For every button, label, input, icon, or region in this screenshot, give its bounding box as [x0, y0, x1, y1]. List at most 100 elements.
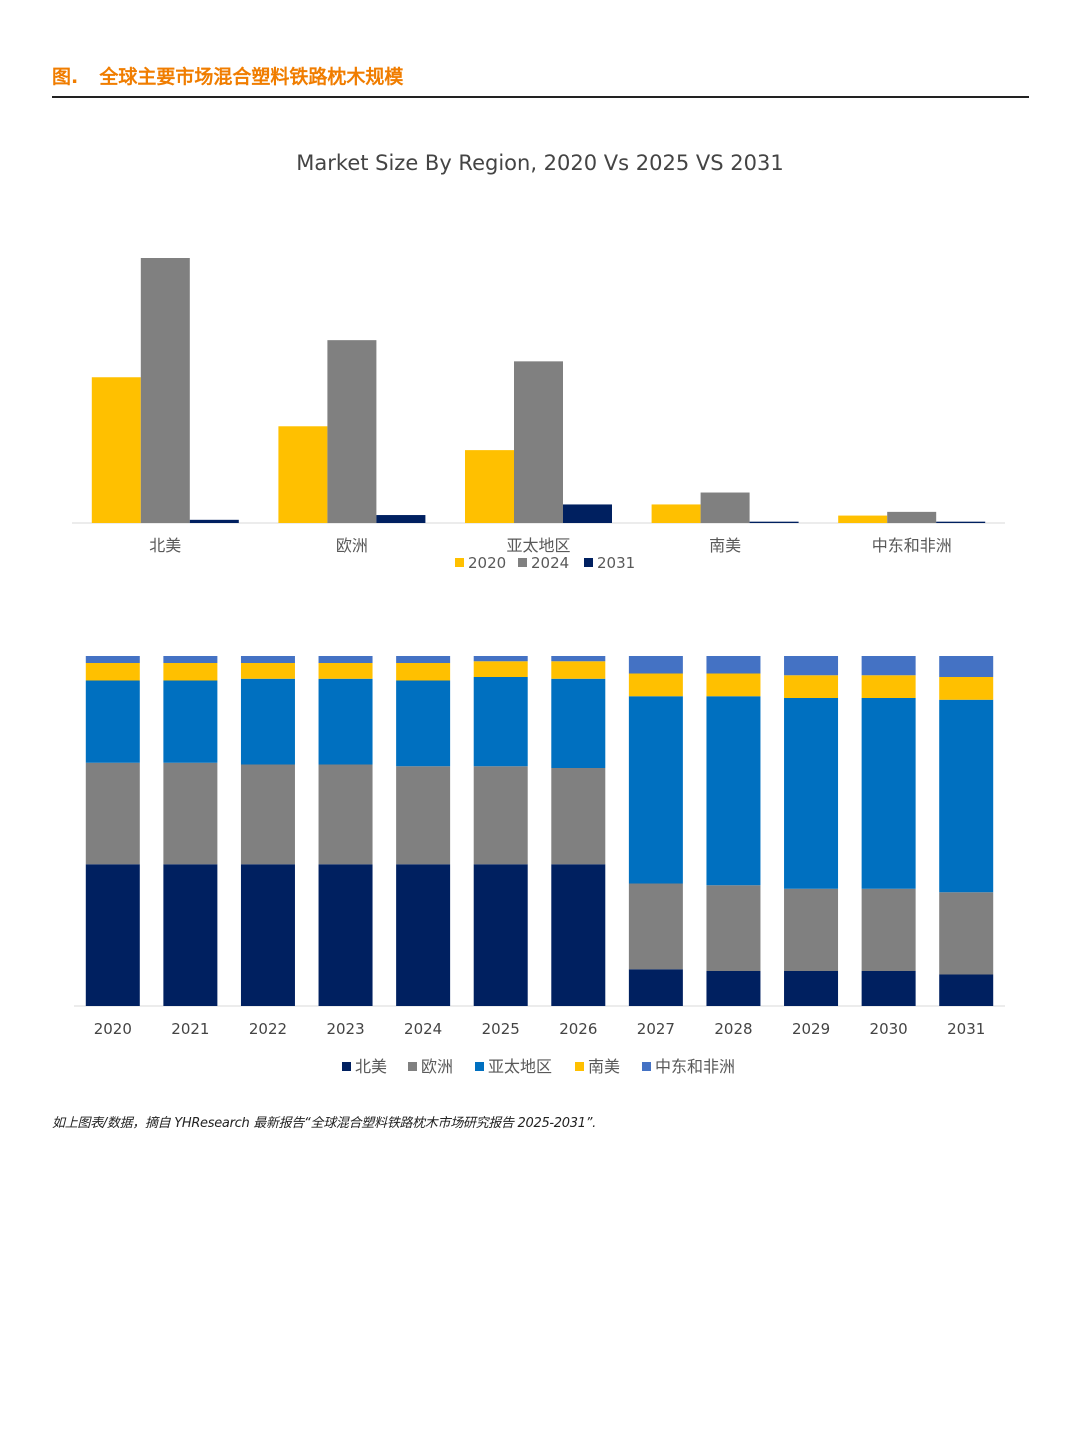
segment-北美-2031 [939, 974, 994, 1006]
segment-北美-2022 [240, 864, 295, 1006]
x-tick-label: 2030 [870, 1020, 908, 1038]
region-share-stacked-chart: 2020 2021 2022 2023 2024 2025 2026 2027 2028 2029… [74, 656, 1005, 1076]
segment-亚太地区-2024 [396, 680, 451, 767]
x-tick-label: 南美 [709, 536, 741, 555]
legend-label: 2024 [531, 554, 569, 572]
segment-欧洲-2024 [396, 766, 451, 865]
segment-南美-2020 [85, 663, 140, 681]
x-tick-label: 2031 [947, 1020, 985, 1038]
bar-2020-2 [465, 450, 514, 523]
segment-北美-2021 [163, 864, 218, 1006]
segment-欧洲-2031 [939, 892, 994, 975]
legend-swatch-2031 [584, 558, 593, 567]
segment-欧洲-2020 [85, 762, 140, 865]
segment-南美-2023 [318, 663, 373, 679]
segment-欧洲-2030 [861, 888, 916, 971]
segment-亚太地区-2028 [706, 696, 761, 886]
bar-2020-4 [838, 515, 888, 523]
bar-2020-1 [278, 426, 328, 523]
segment-北美-2024 [396, 864, 451, 1006]
segment-亚太地区-2026 [551, 678, 606, 768]
segment-北美-2030 [861, 971, 916, 1006]
legend-swatch-2024 [518, 558, 527, 567]
segment-亚太地区-2030 [861, 698, 916, 889]
bar-2024-4 [887, 511, 937, 523]
segment-中东和非洲-2022 [240, 656, 295, 663]
segment-中东和非洲-2031 [939, 656, 994, 677]
x-tick-label: 中东和非洲 [872, 536, 952, 555]
segment-欧洲-2021 [163, 762, 218, 865]
segment-中东和非洲-2020 [85, 656, 140, 663]
chart-title: Market Size By Region, 2020 Vs 2025 VS 2… [296, 151, 783, 175]
legend-label: 亚太地区 [488, 1057, 552, 1076]
segment-北美-2029 [784, 971, 839, 1006]
segment-南美-2029 [784, 675, 839, 698]
segment-北美-2026 [551, 864, 606, 1006]
figure-title: 全球主要市场混合塑料铁路枕木规模 [99, 66, 404, 88]
legend-swatch-南美 [575, 1062, 584, 1071]
legend-swatch-北美 [342, 1062, 351, 1071]
bar-2024-2 [514, 361, 563, 523]
segment-南美-2026 [551, 661, 606, 679]
segment-中东和非洲-2024 [396, 656, 451, 663]
segment-中东和非洲-2027 [628, 656, 683, 674]
legend-swatch-亚太地区 [475, 1062, 484, 1071]
x-tick-label: 2026 [559, 1020, 597, 1038]
segment-亚太地区-2021 [163, 680, 218, 763]
segment-亚太地区-2031 [939, 699, 994, 893]
segment-南美-2031 [939, 677, 994, 700]
legend-label: 南美 [588, 1057, 620, 1076]
legend-swatch-2020 [455, 558, 464, 567]
bar-2031-2 [563, 504, 612, 523]
segment-中东和非洲-2026 [551, 656, 606, 662]
x-tick-label: 2021 [171, 1020, 209, 1038]
x-tick-label: 2022 [249, 1020, 287, 1038]
legend-swatch-欧洲 [408, 1062, 417, 1071]
segment-中东和非洲-2023 [318, 656, 373, 663]
segment-中东和非洲-2030 [861, 656, 916, 676]
segment-北美-2027 [628, 969, 683, 1006]
segment-欧洲-2026 [551, 768, 606, 865]
bar-2024-0 [140, 258, 190, 523]
x-tick-label: 2024 [404, 1020, 442, 1038]
x-tick-label: 北美 [149, 536, 181, 555]
segment-北美-2020 [85, 864, 140, 1006]
source-note: 如上图表/数据，摘自 YHResearch 最新报告“全球混合塑料铁路枕木市场研… [52, 1116, 596, 1131]
x-tick-label: 2028 [714, 1020, 752, 1038]
segment-亚太地区-2022 [240, 678, 295, 765]
x-tick-label: 2023 [326, 1020, 364, 1038]
segment-中东和非洲-2025 [473, 656, 528, 662]
figure-header: 图. 全球主要市场混合塑料铁路枕木规模 [52, 62, 1029, 98]
bar-2031-0 [189, 519, 239, 523]
bar-2020-0 [91, 377, 141, 523]
x-tick-label: 2029 [792, 1020, 830, 1038]
segment-北美-2023 [318, 864, 373, 1006]
legend-label: 中东和非洲 [655, 1057, 735, 1076]
segment-中东和非洲-2028 [706, 656, 761, 674]
segment-亚太地区-2025 [473, 677, 528, 767]
bar-2024-3 [700, 492, 750, 523]
bar-2031-4 [936, 521, 986, 523]
bar-2031-1 [376, 515, 426, 523]
x-tick-label: 2020 [94, 1020, 132, 1038]
segment-中东和非洲-2029 [784, 656, 839, 676]
legend-swatch-中东和非洲 [642, 1062, 651, 1071]
legend-label: 欧洲 [421, 1057, 453, 1076]
segment-北美-2025 [473, 864, 528, 1006]
legend-label: 2020 [468, 554, 506, 572]
segment-欧洲-2027 [628, 883, 683, 970]
figure-label: 图. [52, 66, 79, 88]
region-comparison-chart: Market Size By Region, 2020 Vs 2025 VS 2… [72, 151, 1005, 572]
segment-欧洲-2028 [706, 885, 761, 971]
bar-2031-3 [749, 521, 799, 523]
segment-欧洲-2025 [473, 766, 528, 865]
bar-2024-1 [327, 340, 377, 523]
x-tick-label: 欧洲 [336, 536, 368, 555]
segment-南美-2024 [396, 663, 451, 681]
segment-亚太地区-2023 [318, 678, 373, 765]
segment-南美-2030 [861, 675, 916, 698]
segment-南美-2022 [240, 663, 295, 679]
segment-欧洲-2029 [784, 888, 839, 971]
segment-北美-2028 [706, 971, 761, 1006]
legend-label: 2031 [597, 554, 635, 572]
